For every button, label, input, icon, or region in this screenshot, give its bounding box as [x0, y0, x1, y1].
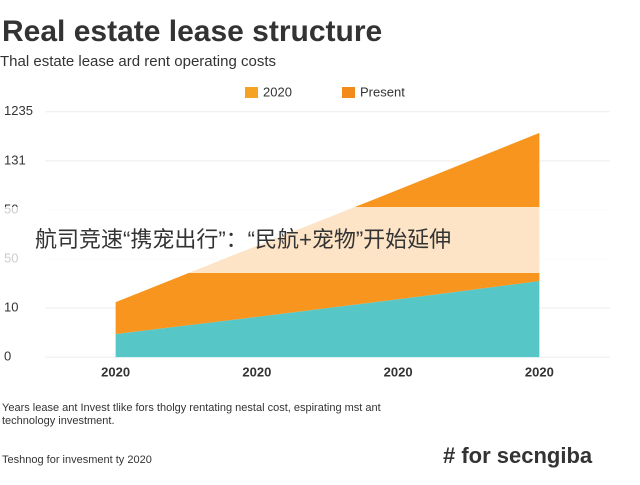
- y-tick-label: 131: [4, 152, 26, 167]
- y-tick-label: 0: [4, 349, 11, 364]
- note-line: Years lease ant Invest tlike fors tholgy…: [2, 402, 381, 414]
- chart-subtitle: Thal estate lease ard rent operating cos…: [0, 53, 276, 70]
- caption-band: [0, 207, 610, 273]
- x-tick-label: 2020: [101, 364, 130, 379]
- legend-swatch: [245, 87, 258, 98]
- y-tick-label: 1235: [4, 103, 33, 118]
- brand: # for secngiba: [443, 443, 593, 468]
- area: [115, 281, 540, 358]
- x-tick-label: 2020: [525, 364, 554, 379]
- x-tick-label: 2020: [384, 364, 413, 379]
- chart-title: Real estate lease structure: [2, 15, 382, 48]
- note-line: technology investment.: [2, 415, 115, 427]
- legend-label: Present: [360, 84, 405, 99]
- x-tick-label: 2020: [242, 364, 271, 379]
- legend-label: 2020: [263, 84, 292, 99]
- y-tick-label: 10: [4, 299, 18, 314]
- source: Teshnog for invesment ty 2020: [2, 454, 152, 466]
- legend-swatch: [342, 87, 355, 98]
- overlay-caption: 航司竞速“携宠出行”：“民航+宠物”开始延伸: [35, 227, 451, 252]
